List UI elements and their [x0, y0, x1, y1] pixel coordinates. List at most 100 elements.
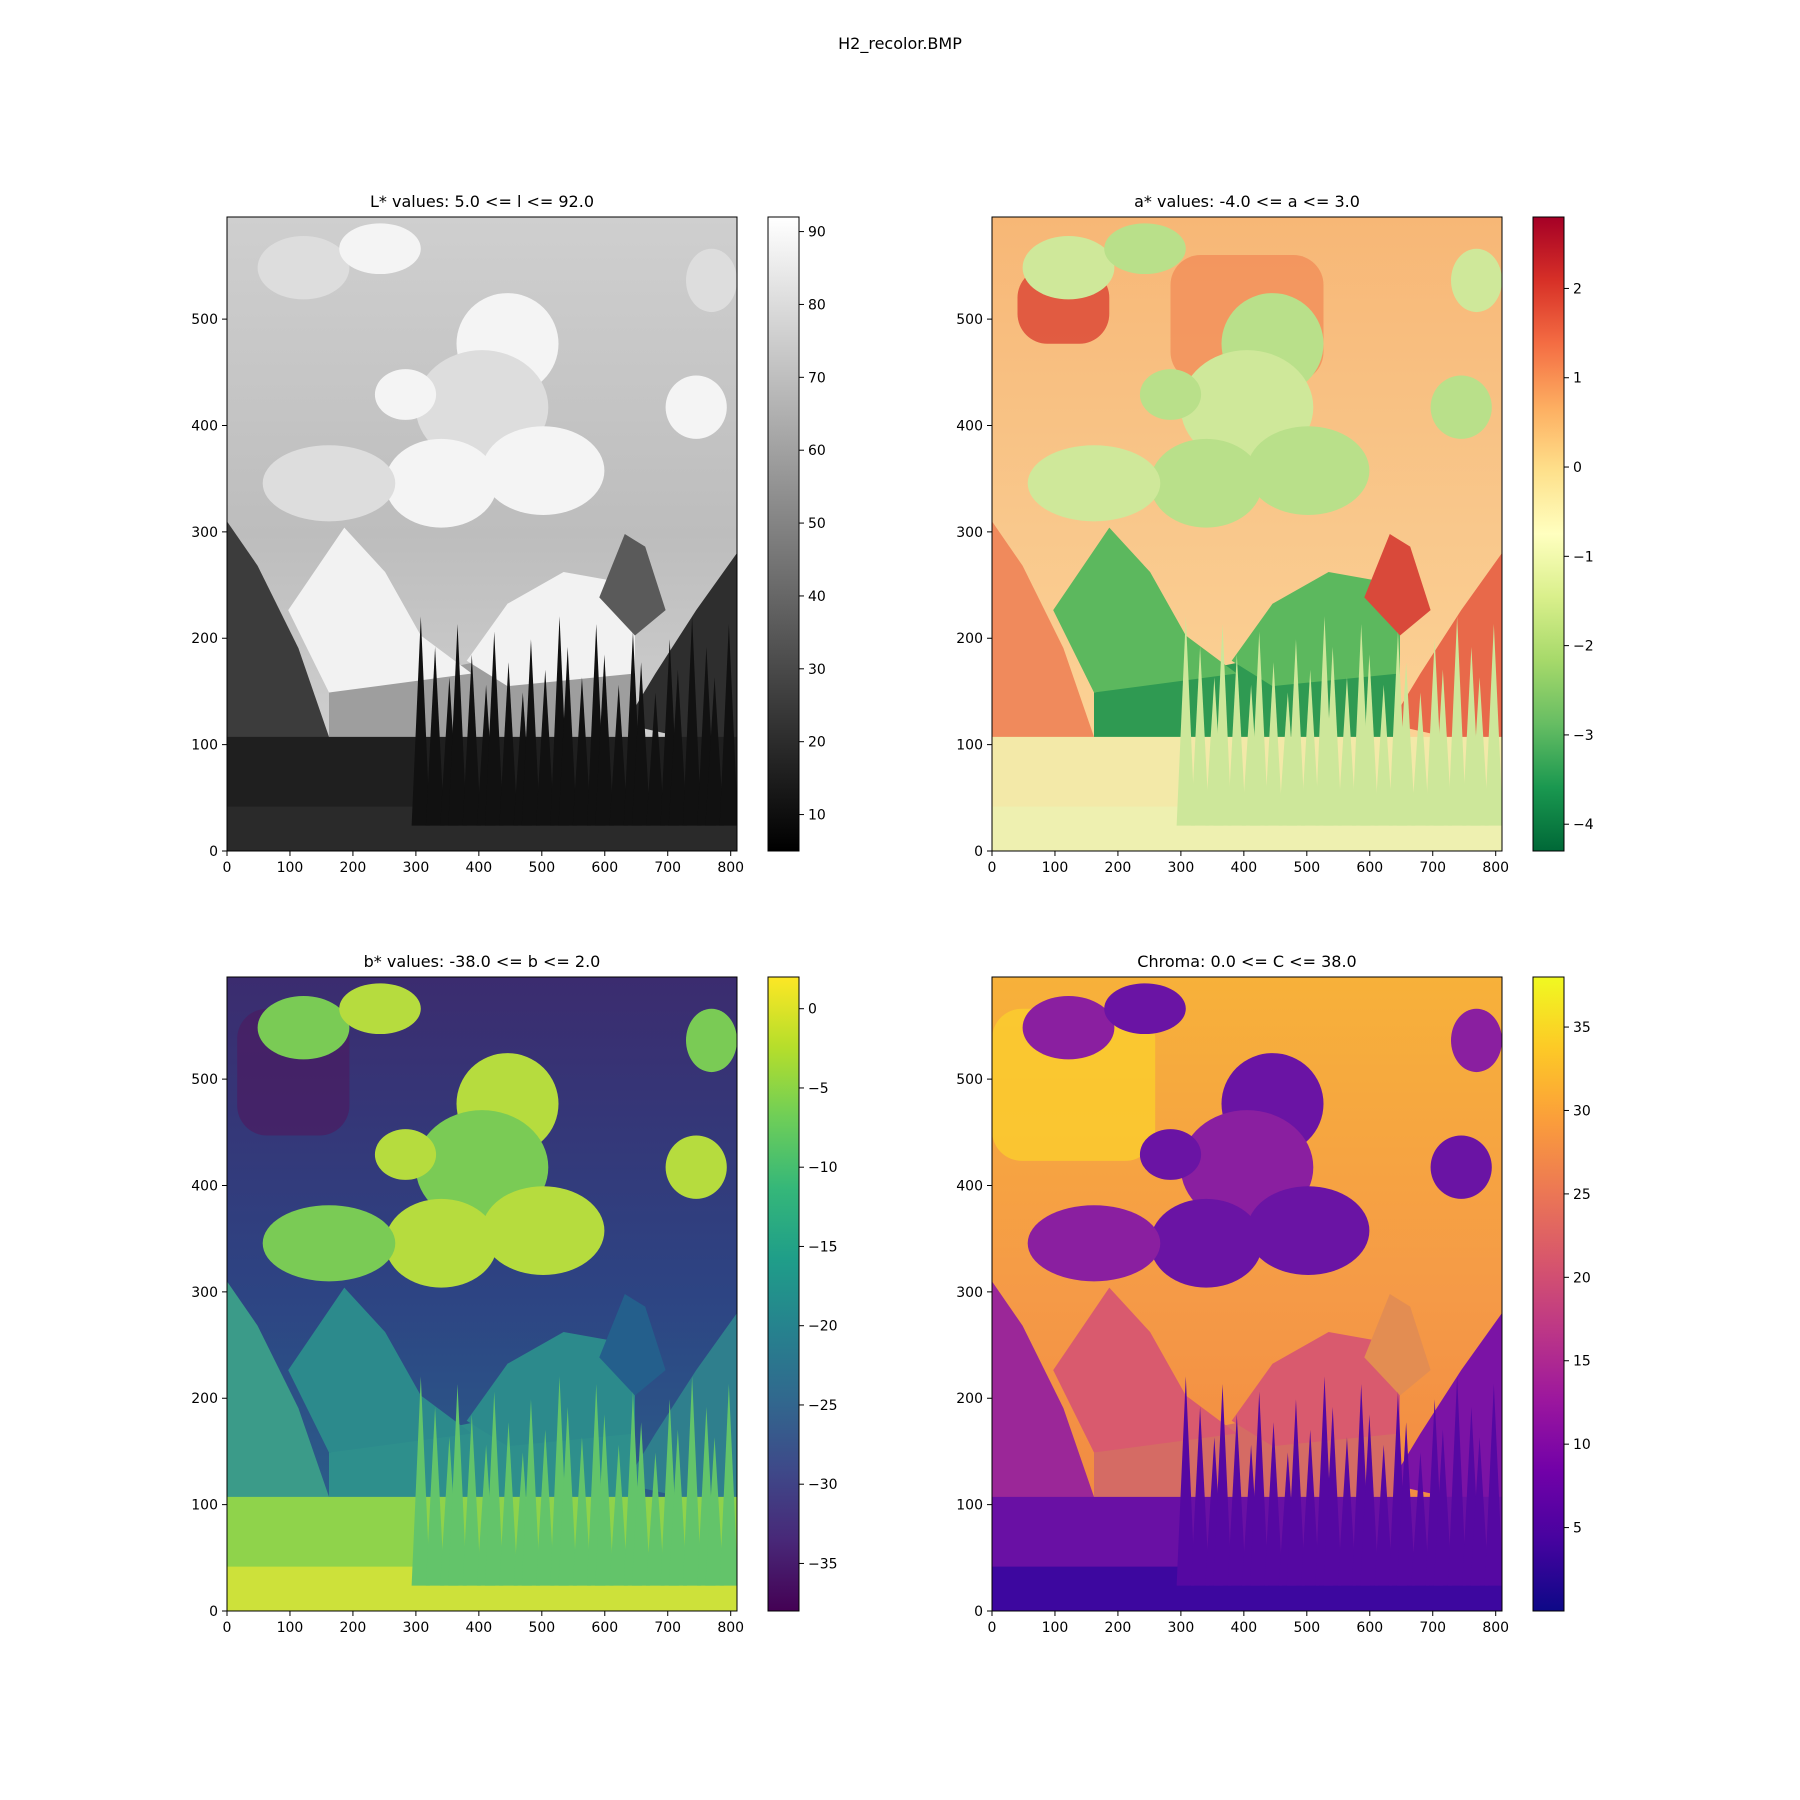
y-tick-label: 400: [956, 1178, 983, 1194]
x-tick-label: 600: [591, 860, 618, 876]
x-tick-label: 700: [1419, 860, 1446, 876]
y-tick-label: 200: [191, 631, 218, 647]
x-tick-label: 100: [277, 1620, 304, 1636]
x-tick-label: 800: [1482, 1620, 1509, 1636]
x-tick-label: 200: [1105, 1620, 1132, 1636]
y-tick-label: 500: [191, 312, 218, 328]
heatmap-image: [992, 217, 1502, 851]
colorbar-tick-label: −4: [1573, 817, 1594, 833]
colorbar-tick-label: −5: [808, 1081, 829, 1097]
x-tick-label: 300: [1168, 860, 1195, 876]
y-tick-label: 200: [956, 1391, 983, 1407]
panel-title: b* values: -38.0 <= b <= 2.0: [364, 952, 601, 971]
x-tick-label: 100: [1042, 860, 1069, 876]
x-tick-label: 400: [1230, 1620, 1257, 1636]
x-tick-label: 300: [1168, 1620, 1195, 1636]
colorbar-tick-label: 1: [1573, 371, 1582, 387]
colorbar-tick-label: −30: [808, 1477, 838, 1493]
colorbar-tick-label: 30: [1573, 1103, 1591, 1119]
colorbar-tick-label: −15: [808, 1239, 838, 1255]
chart-panel: b* values: -38.0 <= b <= 2.0 0 100 200 300 40…: [191, 952, 837, 1636]
y-tick-label: 100: [956, 738, 983, 754]
colorbar-tick-label: −25: [808, 1398, 838, 1414]
x-tick-label: 700: [654, 1620, 681, 1636]
colorbar-tick-label: −10: [808, 1160, 838, 1176]
y-tick-label: 300: [191, 525, 218, 541]
chart-panel: Chroma: 0.0 <= C <= 38.0 0 100 200 300 400 500…: [956, 952, 1591, 1636]
colorbar-tick-label: 90: [808, 225, 826, 241]
colorbar-tick-label: 5: [1573, 1521, 1582, 1537]
y-tick-label: 400: [191, 418, 218, 434]
x-tick-label: 500: [1293, 1620, 1320, 1636]
heatmap-image: [227, 977, 737, 1611]
x-tick-label: 500: [528, 860, 555, 876]
x-tick-label: 300: [403, 860, 430, 876]
colorbar-tick-label: −2: [1573, 639, 1594, 655]
colorbar-tick-label: 0: [808, 1002, 817, 1018]
colorbar-tick-label: 20: [1573, 1270, 1591, 1286]
y-tick-label: 500: [191, 1072, 218, 1088]
colorbar-tick-label: 70: [808, 370, 826, 386]
x-tick-label: 600: [591, 1620, 618, 1636]
y-tick-label: 300: [191, 1285, 218, 1301]
x-tick-label: 800: [717, 860, 744, 876]
colorbar-tick-label: 10: [1573, 1437, 1591, 1453]
colorbar-tick-label: 20: [808, 735, 826, 751]
colorbar: [767, 216, 800, 852]
y-tick-label: 0: [209, 1604, 218, 1620]
heatmap-image: [992, 977, 1502, 1611]
colorbar-tick-label: 10: [808, 808, 826, 824]
colorbar-tick-label: −3: [1573, 728, 1594, 744]
x-tick-label: 100: [277, 860, 304, 876]
colorbar-tick-label: 2: [1573, 281, 1582, 297]
x-tick-label: 300: [403, 1620, 430, 1636]
x-tick-label: 200: [340, 860, 367, 876]
panel-title: Chroma: 0.0 <= C <= 38.0: [1137, 952, 1356, 971]
colorbar-tick-label: −1: [1573, 549, 1594, 565]
colorbar-tick-label: 60: [808, 443, 826, 459]
x-tick-label: 800: [1482, 860, 1509, 876]
y-tick-label: 0: [974, 844, 983, 860]
colorbar-tick-label: 50: [808, 516, 826, 532]
x-tick-label: 0: [223, 1620, 232, 1636]
y-tick-label: 500: [956, 1072, 983, 1088]
x-tick-label: 100: [1042, 1620, 1069, 1636]
colorbar-tick-label: 0: [1573, 460, 1582, 476]
x-tick-label: 200: [1105, 860, 1132, 876]
x-tick-label: 400: [1230, 860, 1257, 876]
y-tick-label: 200: [191, 1391, 218, 1407]
x-tick-label: 0: [988, 1620, 997, 1636]
figure-title: H2_recolor.BMP: [838, 34, 962, 53]
panel-title: a* values: -4.0 <= a <= 3.0: [1134, 192, 1360, 211]
heatmap-image: [227, 217, 737, 851]
y-tick-label: 100: [191, 1498, 218, 1514]
colorbar-tick-label: 40: [808, 589, 826, 605]
colorbar-tick-label: 30: [808, 662, 826, 678]
x-tick-label: 700: [1419, 1620, 1446, 1636]
chart-panel: L* values: 5.0 <= l <= 92.00 100 200 300 400…: [191, 192, 826, 876]
panel-title: L* values: 5.0 <= l <= 92.0: [370, 192, 594, 211]
x-tick-label: 600: [1356, 1620, 1383, 1636]
colorbar-tick-label: −20: [808, 1319, 838, 1335]
y-tick-label: 100: [956, 1498, 983, 1514]
x-tick-label: 0: [988, 860, 997, 876]
axes-frame: [226, 976, 738, 1612]
y-tick-label: 300: [956, 525, 983, 541]
chart-panel: a* values: -4.0 <= a <= 3.00 100 200 300 400…: [956, 192, 1593, 876]
axes-frame: [991, 216, 1503, 852]
x-tick-label: 600: [1356, 860, 1383, 876]
x-tick-label: 400: [465, 1620, 492, 1636]
axes-frame: [991, 976, 1503, 1612]
x-tick-label: 500: [528, 1620, 555, 1636]
y-tick-label: 100: [191, 738, 218, 754]
colorbar-tick-label: 15: [1573, 1354, 1591, 1370]
colorbar-tick-label: 35: [1573, 1020, 1591, 1036]
x-tick-label: 800: [717, 1620, 744, 1636]
axes-frame: [226, 216, 738, 852]
colorbar-tick-label: 80: [808, 297, 826, 313]
y-tick-label: 400: [956, 418, 983, 434]
x-tick-label: 200: [340, 1620, 367, 1636]
y-tick-label: 0: [209, 844, 218, 860]
x-tick-label: 0: [223, 860, 232, 876]
